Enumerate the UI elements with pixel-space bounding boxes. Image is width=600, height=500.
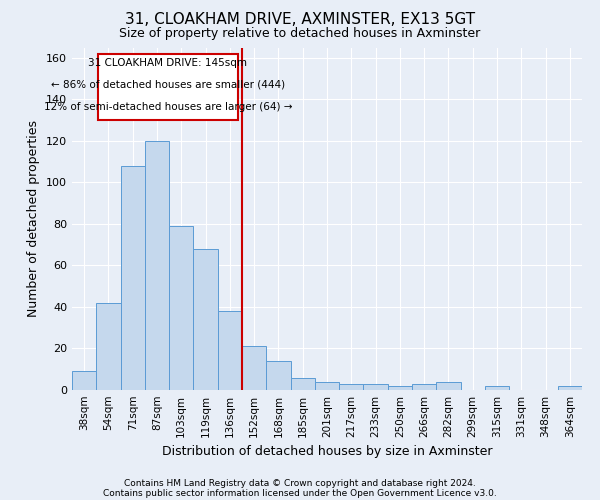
Bar (218, 311, 242, 390)
Text: Size of property relative to detached houses in Axminster: Size of property relative to detached ho… (119, 28, 481, 40)
Bar (388, 386, 412, 390)
Bar (315, 382, 339, 390)
Text: 31 CLOAKHAM DRIVE: 145sqm: 31 CLOAKHAM DRIVE: 145sqm (88, 58, 247, 68)
Bar (145, 141, 169, 390)
Bar (242, 346, 266, 390)
Bar (121, 166, 145, 390)
Y-axis label: Number of detached properties: Number of detached properties (28, 120, 40, 318)
Bar (412, 384, 436, 390)
Text: Contains public sector information licensed under the Open Government Licence v3: Contains public sector information licen… (103, 488, 497, 498)
Bar (72, 372, 96, 390)
Bar (558, 386, 582, 390)
Bar (290, 378, 315, 390)
Bar (169, 226, 193, 390)
Bar (193, 249, 218, 390)
Bar (339, 384, 364, 390)
Bar (485, 386, 509, 390)
Text: ← 86% of detached houses are smaller (444): ← 86% of detached houses are smaller (44… (51, 80, 285, 90)
Text: 12% of semi-detached houses are larger (64) →: 12% of semi-detached houses are larger (… (44, 102, 292, 112)
Bar (96, 303, 121, 390)
Bar (364, 384, 388, 390)
Bar (436, 382, 461, 390)
Bar (266, 361, 290, 390)
Text: Contains HM Land Registry data © Crown copyright and database right 2024.: Contains HM Land Registry data © Crown c… (124, 478, 476, 488)
Text: 31, CLOAKHAM DRIVE, AXMINSTER, EX13 5GT: 31, CLOAKHAM DRIVE, AXMINSTER, EX13 5GT (125, 12, 475, 28)
FancyBboxPatch shape (97, 54, 238, 120)
X-axis label: Distribution of detached houses by size in Axminster: Distribution of detached houses by size … (162, 446, 492, 458)
